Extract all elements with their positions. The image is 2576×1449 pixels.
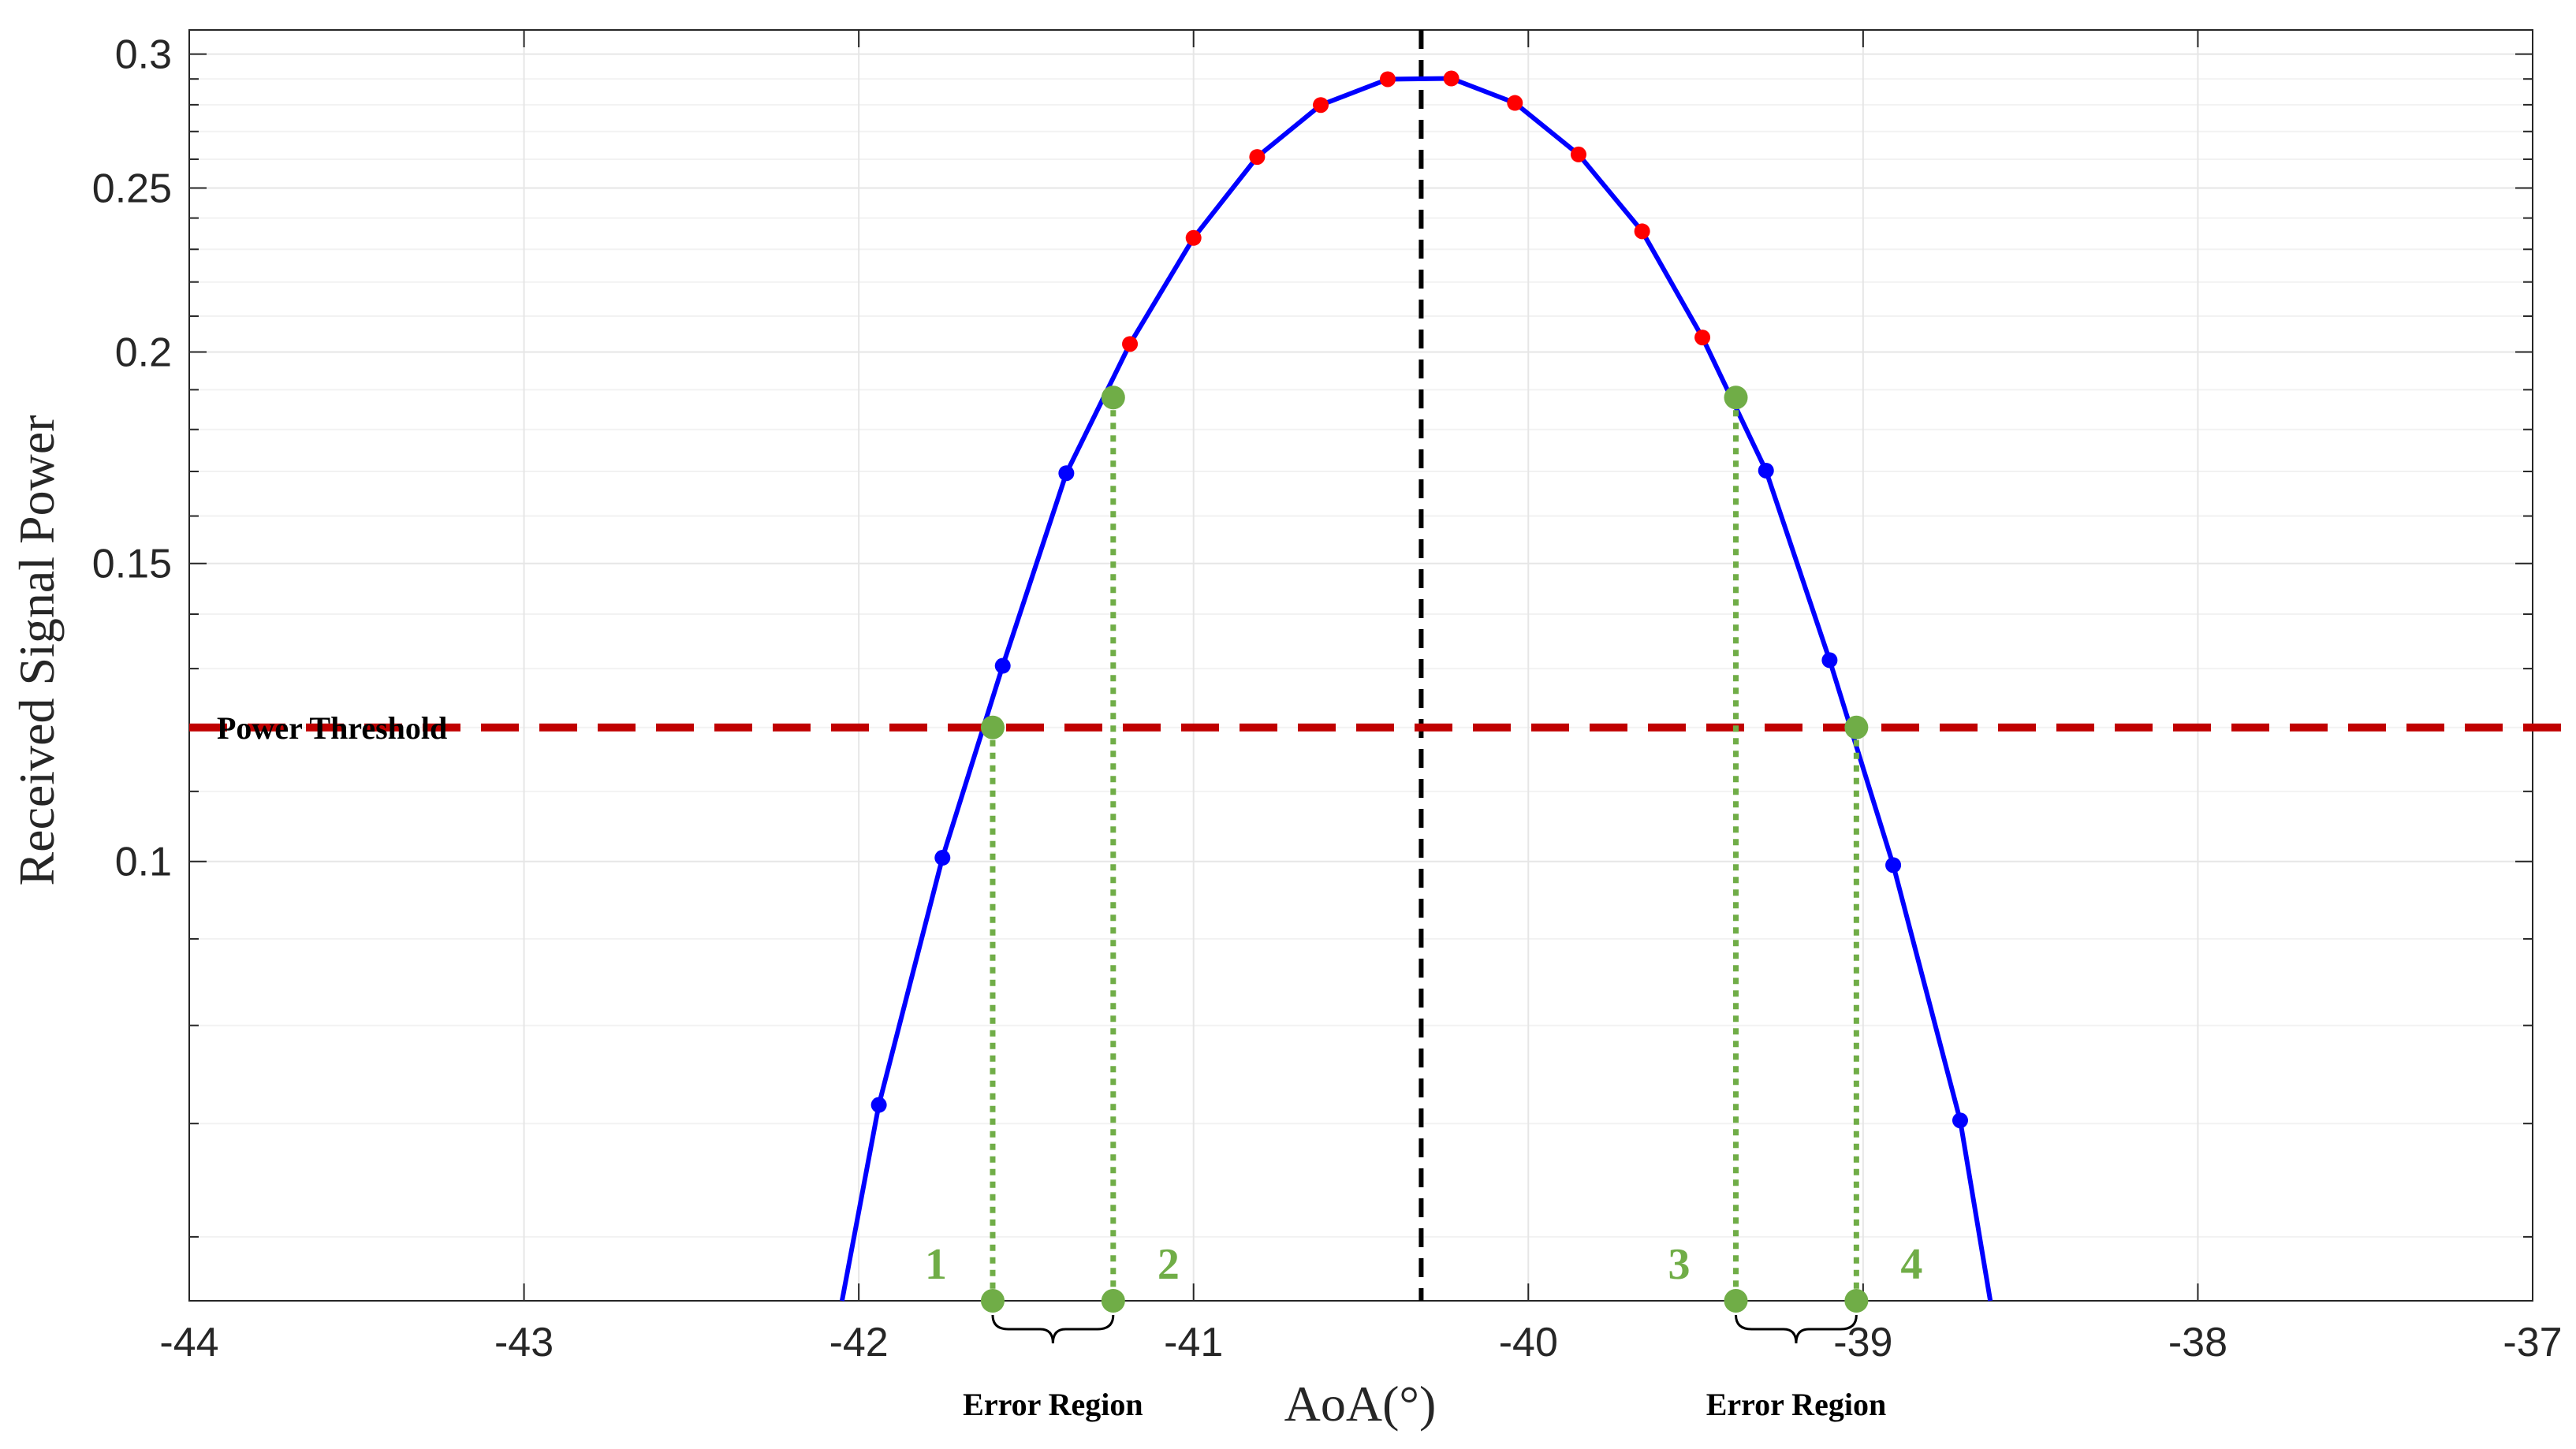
- data-point-red: [1185, 229, 1202, 246]
- marker-point: [1101, 386, 1125, 410]
- data-point-red: [1313, 97, 1329, 114]
- threshold-label: Power Threshold: [217, 710, 447, 746]
- data-point-red: [1694, 330, 1711, 346]
- marker-number: 2: [1158, 1240, 1180, 1289]
- marker-number: 1: [925, 1240, 947, 1289]
- error-region-brace: [1735, 1314, 1858, 1344]
- data-point-red: [1249, 149, 1266, 166]
- x-tick-label: -39: [1833, 1320, 1892, 1365]
- data-point-blue: [1885, 857, 1902, 873]
- x-tick-label: -41: [1164, 1320, 1223, 1365]
- x-tick-label: -40: [1499, 1320, 1558, 1365]
- data-point-blue: [1952, 1112, 1968, 1129]
- data-point-red: [1570, 146, 1586, 162]
- curve-line: [839, 76, 1993, 1302]
- data-point-blue: [934, 850, 951, 866]
- y-tick-label: 0.1: [115, 840, 172, 885]
- x-tick-label: -44: [159, 1320, 218, 1365]
- tick-labels: -44 -43 -42 -41 -40 -39 -38 -37 0.1 0.15 0.2 0.25 0.…: [92, 32, 2563, 1365]
- x-tick-label: -37: [2503, 1320, 2562, 1365]
- data-point-blue: [870, 1097, 887, 1113]
- data-point-blue: [994, 657, 1011, 674]
- data-point-red: [1634, 223, 1650, 240]
- data-point-blue: [1758, 462, 1774, 479]
- x-tick-label: -42: [829, 1320, 889, 1365]
- y-tick-label: 0.15: [92, 542, 172, 587]
- data-point-blue: [1821, 652, 1838, 669]
- marker-point: [1724, 386, 1748, 410]
- data-point-blue: [1058, 465, 1075, 482]
- y-tick-label: 0.25: [92, 166, 172, 212]
- data-point-red: [1122, 336, 1139, 352]
- marker-point: [1844, 715, 1869, 739]
- error-region-brace: [991, 1314, 1115, 1344]
- error-region-label: Error Region: [1706, 1387, 1887, 1422]
- grid: [188, 30, 2533, 1301]
- marker-point: [980, 715, 1005, 739]
- data-point-red: [1443, 70, 1459, 87]
- marker-number: 3: [1668, 1240, 1691, 1289]
- y-axis-label: Received Signal Power: [9, 415, 65, 885]
- marker-base-point: [1724, 1289, 1748, 1313]
- data-point-red: [1379, 71, 1396, 88]
- x-tick-label: -38: [2168, 1320, 2227, 1365]
- marker-number: 4: [1900, 1240, 1922, 1289]
- data-point-red: [1507, 95, 1523, 111]
- marker-base-point: [1101, 1289, 1125, 1313]
- marker-base-point: [1844, 1289, 1869, 1313]
- y-tick-label: 0.3: [115, 32, 172, 78]
- x-tick-label: -43: [494, 1320, 554, 1365]
- y-tick-label: 0.2: [115, 330, 172, 376]
- annotations: 1 2 3 4 Error Region Error Region: [925, 1240, 1922, 1422]
- axes-box: [188, 29, 2533, 1302]
- x-axis-label: AoA(°): [1284, 1376, 1437, 1432]
- marker-base-point: [980, 1289, 1005, 1313]
- error-region-label: Error Region: [963, 1387, 1143, 1422]
- plot-area: [189, 30, 2572, 1313]
